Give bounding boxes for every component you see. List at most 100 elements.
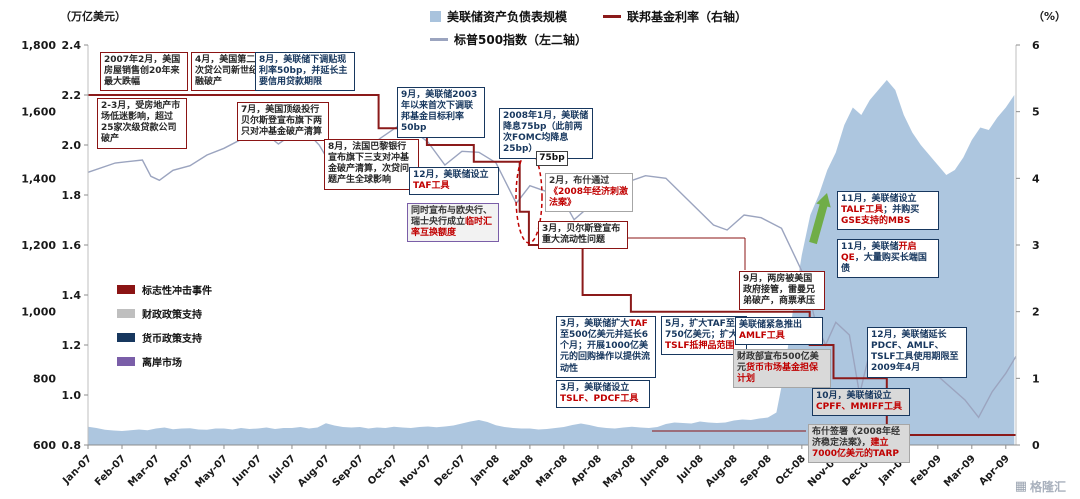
left-outer-tick-label: 800 xyxy=(33,372,56,385)
annotation-text: 7月，美国顶级投行贝尔斯登宣布旗下两只对冲基金破产清算 xyxy=(241,105,323,138)
annotation-qe-start: 11月，美联储开启QE，大量购买长端国债 xyxy=(837,239,939,279)
annotation-text: GSE支持的MBS xyxy=(841,216,911,227)
left-inner-tick-label: 2.4 xyxy=(62,39,82,52)
annotation-discount-rate-cut: 8月，美联储下调贴现利率50bp，并延长主要信用贷款期限 xyxy=(255,52,355,92)
left-outer-tick-label: 1,800 xyxy=(21,39,56,52)
event-legend-label: 标志性冲击事件 xyxy=(142,286,212,297)
annotation-text: 3月，贝尔斯登宣布重大流动性问题 xyxy=(542,224,621,246)
annotation-text: 2月，布什通过 xyxy=(549,176,610,186)
event-legend-item: 财政政策支持 xyxy=(117,306,212,321)
annotation-text: 12月，美联储设立 xyxy=(413,170,489,180)
annotation-facilities-extended: 12月，美联储延长PDCF、AMLF、TSLF工具使用期限至2009年4月 xyxy=(867,327,967,378)
left-inner-tick-label: 1.6 xyxy=(62,239,82,252)
annotation-tslf-pdcf: 3月，美联储设立TSLF、PDCF工具 xyxy=(556,380,650,409)
annotation-text: 同时宣布与欧央行、瑞士央行成立 xyxy=(411,206,493,228)
left-axis-unit-label: （万亿美元） xyxy=(60,10,126,23)
annotation-text: 4月，美国第二大次贷公司新世纪金融破产 xyxy=(195,55,268,88)
left-inner-tick-label: 1.2 xyxy=(62,339,82,352)
annotation-text: ；并购买 xyxy=(883,205,920,216)
annotation-text: TAF工具 xyxy=(413,181,450,192)
annotation-text: 9月，两房被美国政府接管，雷曼兄弟破产，商票承压 xyxy=(743,274,816,307)
grid-logo-icon: ▦ xyxy=(1014,479,1027,494)
annotation-gse-lehman: 9月，两房被美国政府接管，雷曼兄弟破产，商票承压 xyxy=(739,271,825,311)
annotation-text: 建立7000亿美元的TARP xyxy=(812,438,899,460)
annotation-home-sales-drop: 2007年2月，美国房屋销售创20年来最大跌幅 xyxy=(100,52,188,92)
annotation-text: 10月，美联储设立 xyxy=(816,391,892,401)
annotation-subprime-lenders-bankrupt: 2-3月，受房地产市场低迷影响，超过25家次级贷款公司破产 xyxy=(97,98,187,149)
event-legend-item: 标志性冲击事件 xyxy=(117,282,212,297)
annotation-text: TSLF抵押品范围 xyxy=(665,341,735,352)
color-swatch-icon xyxy=(117,285,135,294)
left-inner-tick-label: 1.8 xyxy=(62,189,82,202)
annotation-text: TAF xyxy=(629,319,648,329)
right-axis-unit-label: （%） xyxy=(1032,10,1066,23)
color-swatch-icon xyxy=(117,357,135,366)
annotation-stimulus-act: 2月，布什通过《2008年经济刺激法案》 xyxy=(545,173,633,213)
watermark-text: 格隆汇 xyxy=(1029,480,1066,494)
annotation-text: 《2008年经济刺激法案》 xyxy=(549,187,629,209)
annotation-text: CPFF、MMIFF工具 xyxy=(816,402,903,413)
annotation-text: ，大量购买长端国债 xyxy=(841,253,927,275)
right-tick-label: 2 xyxy=(1032,306,1040,319)
annotation-bnp-paribas: 8月，法国巴黎银行宣布旗下三支对冲基金破产清算，次贷问题产生全球影响 xyxy=(324,139,419,190)
color-swatch-icon xyxy=(117,333,135,342)
legend-item: 联邦基金利率（右轴） xyxy=(603,8,747,25)
annotation-text: 12月，美联储延长PDCF、AMLF、TSLF工具使用期限至2009年4月 xyxy=(871,330,959,374)
annotation-bear-stearns-funds: 7月，美国顶级投行贝尔斯登宣布旗下两只对冲基金破产清算 xyxy=(237,102,329,142)
annotation-text: 开启QE xyxy=(841,242,917,264)
annotation-text: 2007年2月，美国房屋销售创20年来最大跌幅 xyxy=(104,55,181,88)
annotation-text: 8月，法国巴黎银行宣布旗下三支对冲基金破产清算，次贷问题产生全球影响 xyxy=(328,142,410,186)
event-legend-label: 离岸市场 xyxy=(142,358,182,369)
left-outer-tick-label: 1,200 xyxy=(21,239,56,252)
line-swatch-icon xyxy=(430,38,448,41)
right-tick-label: 0 xyxy=(1032,439,1040,452)
annotation-text: TSLF、PDCF工具 xyxy=(560,394,639,405)
event-legend-item: 货币政策支持 xyxy=(117,330,212,345)
left-outer-tick-label: 1,000 xyxy=(21,306,56,319)
annotation-talf-mbs: 11月，美联储设立TALF工具；并购买GSE支持的MBS xyxy=(837,191,939,231)
annotation-text: 货币市场基金担保计划 xyxy=(737,363,819,385)
right-tick-label: 3 xyxy=(1032,239,1040,252)
line-swatch-icon xyxy=(603,15,622,18)
balance-sheet-surge-arrowhead xyxy=(816,193,831,208)
left-inner-tick-label: 0.8 xyxy=(62,439,82,452)
annotation-text: 3月，美联储扩大 xyxy=(560,319,630,329)
right-tick-label: 4 xyxy=(1032,172,1040,185)
annotation-text: 布什签署《2008年经济稳定法案》， xyxy=(812,427,901,449)
left-outer-tick-label: 1,600 xyxy=(21,106,56,119)
balance-sheet-surge-arrow xyxy=(809,201,829,245)
watermark: ▦ 格隆汇 xyxy=(1015,478,1066,495)
legend-item: 美联储资产负债表规模 xyxy=(430,8,567,25)
legend-label: 联邦基金利率（右轴） xyxy=(627,10,748,24)
annotation-text: 5月，扩大TAF至750亿美元；扩大 xyxy=(665,319,738,341)
annotation-text: 财政部宣布500亿美元 xyxy=(737,352,819,374)
annotation-text: AMLF工具 xyxy=(739,331,785,342)
annotation-text: 至500亿美元并延长6个月；开展1000亿美元的回购操作以提供流动性 xyxy=(560,330,651,374)
left-inner-tick-label: 2.2 xyxy=(62,89,82,102)
legend-label: 美联储资产负债表规模 xyxy=(447,10,568,24)
annotation-text: 2-3月，受房地产市场低迷影响，超过25家次级贷款公司破产 xyxy=(101,101,181,145)
annotation-cpff-mmiff: 10月，美联储设立CPFF、MMIFF工具 xyxy=(812,388,910,417)
annotation-text: 11月，美联储 xyxy=(841,242,899,252)
left-inner-tick-label: 2.0 xyxy=(62,139,82,152)
annotation-amlf: 美联储紧急推出AMLF工具 xyxy=(735,317,823,346)
annotation-text: 11月，美联储设立 xyxy=(841,194,917,204)
color-swatch-icon xyxy=(117,309,135,318)
balance-sheet-area xyxy=(88,80,1015,445)
legend-label: 标普500指数（左二轴） xyxy=(454,33,588,47)
annotation-text: 8月，美联储下调贴现利率50bp，并延长主要信用贷款期限 xyxy=(259,55,348,88)
annotation-tarp: 布什签署《2008年经济稳定法案》，建立7000亿美元的TARP xyxy=(808,424,910,464)
annotation-label-75bp: 75bp xyxy=(536,151,568,167)
annotation-taf-created: 12月，美联储设立TAF工具 xyxy=(409,167,499,196)
left-outer-tick-label: 600 xyxy=(33,439,56,452)
right-tick-label: 5 xyxy=(1032,106,1040,119)
left-inner-tick-label: 1.0 xyxy=(62,389,82,402)
event-legend-label: 货币政策支持 xyxy=(142,334,202,345)
event-type-legend: 标志性冲击事件财政政策支持货币政策支持 离岸市场 xyxy=(117,282,212,369)
annotation-mmf-guarantee: 财政部宣布500亿美元货币市场基金担保计划 xyxy=(733,349,831,389)
annotation-text: 临时汇率互换额度 xyxy=(411,217,493,239)
annotation-text: TALF工具 xyxy=(841,205,884,216)
left-inner-tick-label: 1.4 xyxy=(62,289,82,302)
event-legend-item: 离岸市场 xyxy=(117,354,212,369)
